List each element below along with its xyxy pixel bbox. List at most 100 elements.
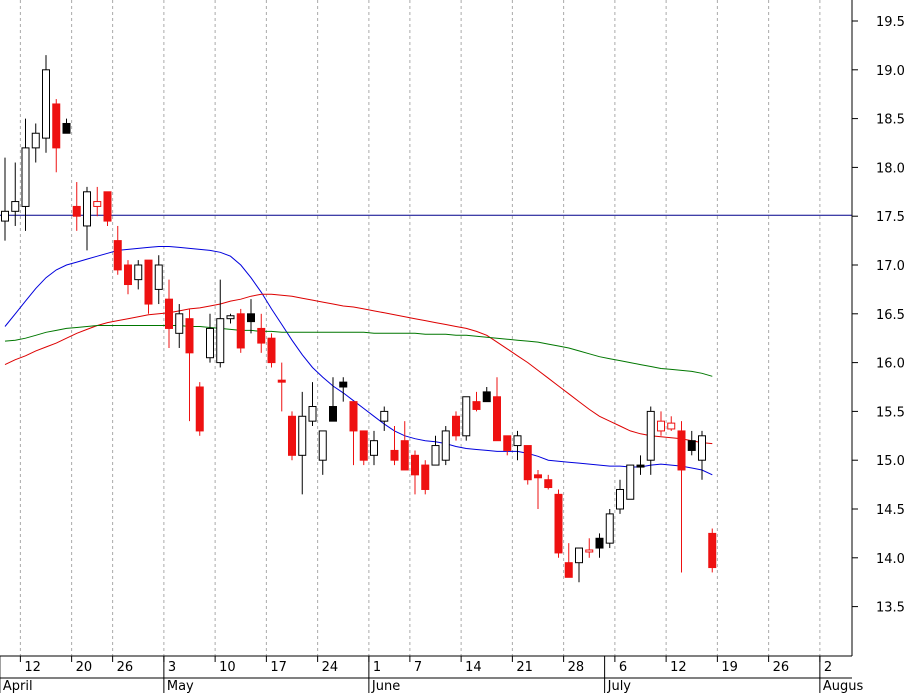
candle	[482, 387, 491, 403]
candle-body	[687, 440, 696, 451]
candle	[616, 479, 624, 514]
month-label: May	[167, 679, 194, 693]
candle-body	[175, 313, 184, 334]
candle	[267, 333, 276, 368]
candle	[431, 435, 440, 466]
candle-body	[462, 396, 471, 437]
candle-body	[308, 406, 317, 422]
candle	[380, 406, 389, 431]
candle-body	[400, 440, 409, 471]
candle	[493, 377, 501, 442]
candle	[513, 430, 522, 461]
candle-body	[523, 445, 532, 481]
candle	[31, 123, 40, 163]
candle-body	[585, 549, 594, 553]
candle	[636, 455, 645, 475]
candle	[185, 308, 194, 422]
candle	[62, 118, 71, 134]
candle-body	[636, 464, 645, 468]
x-tick-label: 24	[322, 660, 339, 675]
candle	[400, 421, 409, 471]
candle-body	[1, 210, 9, 222]
x-tick-label: 28	[568, 660, 585, 675]
candle	[288, 411, 296, 461]
candle	[1, 157, 9, 241]
candle	[175, 304, 184, 348]
candle	[472, 391, 481, 412]
candle	[11, 162, 20, 226]
candle	[298, 391, 307, 495]
candle	[236, 308, 245, 353]
candle	[21, 118, 30, 231]
candle	[124, 260, 132, 295]
candle	[370, 430, 378, 466]
candle	[708, 528, 717, 573]
candle-body	[144, 259, 153, 305]
candle	[390, 426, 399, 466]
candle-body	[216, 318, 225, 364]
x-tick-label: 7	[414, 660, 422, 675]
candle	[103, 191, 112, 226]
candle	[42, 55, 50, 153]
x-tick-label: 26	[773, 660, 790, 675]
candle-body	[698, 435, 706, 461]
candle-body	[411, 454, 419, 476]
x-tick-label: 10	[219, 660, 236, 675]
y-tick-label: 17.0	[876, 259, 905, 274]
candle	[318, 430, 327, 475]
candle	[329, 377, 337, 422]
candle	[667, 416, 676, 431]
candle-body	[667, 422, 676, 430]
candle	[206, 313, 214, 363]
candle-body	[339, 381, 348, 388]
candle-body	[247, 313, 255, 323]
candle-body	[441, 430, 450, 461]
candle-body	[21, 147, 30, 207]
candle	[144, 259, 153, 314]
candle-body	[513, 435, 522, 447]
candle	[441, 426, 450, 466]
candle-body	[390, 449, 399, 461]
candle-body	[431, 445, 440, 466]
candle-body	[124, 264, 132, 286]
candle-body	[708, 532, 717, 569]
candle-body	[31, 132, 40, 149]
month-label: July	[607, 679, 632, 693]
candle-body	[329, 406, 337, 422]
candle-body	[93, 201, 102, 207]
candle-body	[288, 415, 296, 456]
candle-body	[226, 315, 235, 320]
candle	[83, 186, 91, 251]
candle-body	[257, 327, 266, 344]
candle	[257, 313, 266, 353]
candle-body	[370, 440, 378, 456]
candle	[595, 533, 604, 558]
candle-body	[677, 430, 686, 471]
x-tick-label: 14	[465, 660, 482, 675]
x-tick-label: 20	[76, 660, 93, 675]
candle-body	[472, 401, 481, 410]
y-tick-label: 16.5	[876, 308, 905, 323]
candle-body	[646, 410, 655, 461]
candle-body	[575, 547, 583, 564]
candle	[564, 543, 573, 578]
x-tick-label: 19	[721, 660, 738, 675]
candle-body	[42, 69, 50, 139]
candle-body	[564, 562, 573, 578]
candle-body	[103, 191, 112, 222]
candle	[534, 469, 542, 509]
candle-body	[380, 410, 389, 422]
candle-body	[185, 318, 194, 354]
candle	[523, 445, 532, 485]
candle	[339, 377, 348, 402]
candle-body	[277, 379, 286, 383]
x-tick-label: 17	[270, 660, 287, 675]
candle	[687, 430, 696, 456]
candle-body	[544, 479, 553, 489]
y-tick-label: 18.5	[876, 113, 905, 128]
candle	[544, 474, 553, 490]
candle-body	[195, 386, 204, 432]
y-tick-label: 15.5	[876, 405, 905, 420]
candle-body	[349, 401, 358, 432]
